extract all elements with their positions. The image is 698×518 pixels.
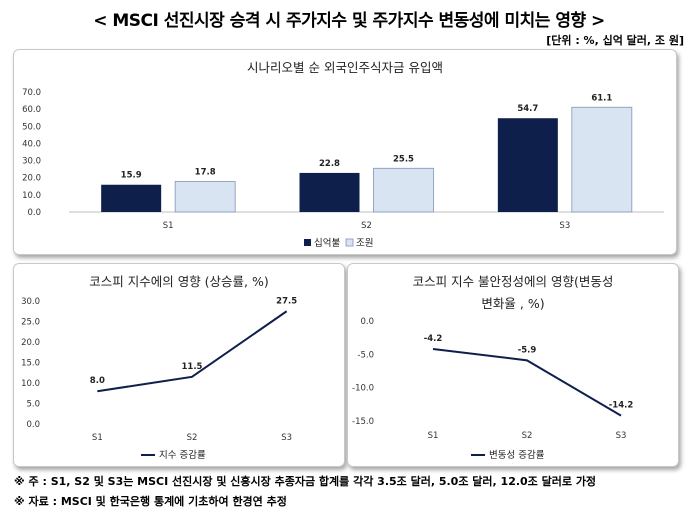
chart-title: 시나리오별 순 외국인주식자금 유입액 (247, 60, 443, 75)
data-label: 11.5 (182, 362, 203, 372)
kospi-index-line-chart: 코스피 지수에의 영향 (상승률, %) 0.0 5.0 10.0 15.0 20.0 25… (21, 274, 297, 461)
bar (299, 172, 360, 212)
legend-swatch (345, 238, 354, 247)
legend-label: 변동성 증감률 (489, 449, 545, 461)
bar (497, 118, 558, 212)
x-tick-label: S1 (163, 221, 174, 231)
x-tick-label: S3 (616, 431, 627, 441)
y-tick-label: 20.0 (22, 174, 41, 184)
unit-label: [단위 : %, 십억 달러, 조 원] (546, 34, 684, 47)
data-label: 22.8 (319, 159, 340, 169)
y-tick-label: 25.0 (21, 318, 40, 328)
data-label: 61.1 (591, 93, 612, 103)
footnote-assumption: ※ 주 : S1, S2 및 S3는 MSCI 선진시장 및 신흥시장 추종자금… (14, 475, 597, 488)
data-label: -4.2 (424, 334, 443, 344)
y-tick-label: -5.0 (357, 350, 374, 360)
y-tick-label: 5.0 (26, 400, 40, 410)
legend-label: 십억불 (314, 237, 340, 249)
x-tick-label: S3 (559, 221, 570, 231)
y-tick-label: 50.0 (22, 122, 41, 132)
y-tick-label: 15.0 (21, 359, 40, 369)
bar (101, 184, 162, 212)
page-title: < MSCI 선진시장 승격 시 주가지수 및 주가지수 변동성에 미치는 영향… (93, 11, 605, 31)
data-label: 15.9 (121, 171, 142, 181)
kospi-index-chart-panel: 코스피 지수에의 영향 (상승률, %) 0.0 5.0 10.0 15.0 20.0 25… (13, 263, 345, 467)
data-label: 8.0 (90, 376, 105, 386)
x-tick-label: S2 (361, 221, 372, 231)
y-tick-label: 0.0 (26, 420, 40, 430)
chart-title: 변화율 , %) (481, 296, 544, 311)
y-tick-label: 10.0 (22, 191, 41, 201)
chart-title: 코스피 지수에의 영향 (상승률, %) (89, 274, 269, 289)
y-tick-label: -15.0 (352, 417, 374, 427)
data-label: 17.8 (195, 167, 216, 177)
y-tick-label: 60.0 (22, 105, 41, 115)
series-line (432, 348, 622, 417)
y-tick-label: 20.0 (21, 338, 40, 348)
x-tick-label: S2 (522, 431, 533, 441)
y-tick-label: 30.0 (22, 157, 41, 167)
data-label: 54.7 (517, 104, 538, 114)
y-tick-label: -10.0 (352, 384, 374, 394)
y-tick-label: 40.0 (22, 139, 41, 149)
legend-label: 지수 증감률 (159, 449, 206, 461)
x-tick-label: S3 (281, 433, 292, 443)
data-label: 25.5 (393, 154, 414, 164)
x-tick-label: S2 (187, 433, 198, 443)
chart-title: 코스피 지수 불안정성에의 영향(변동성 (413, 274, 614, 289)
y-tick-label: 30.0 (21, 297, 40, 307)
x-tick-label: S1 (92, 433, 103, 443)
bar (373, 167, 434, 213)
y-tick-label: 0.0 (360, 317, 374, 327)
data-label: 27.5 (276, 296, 297, 306)
data-label: -5.9 (518, 345, 537, 355)
bar-chart: 시나리오별 순 외국인주식자금 유입액 0.0 10.0 20.0 30.0 40.0 50… (22, 60, 664, 249)
y-tick-label: 0.0 (27, 208, 41, 218)
bar (571, 106, 633, 213)
series-line (97, 310, 288, 393)
y-tick-label: 10.0 (21, 379, 40, 389)
legend-swatch (304, 239, 311, 246)
footnote-source: ※ 자료 : MSCI 및 한국은행 통계에 기초하여 한경연 추정 (14, 495, 287, 508)
bar-chart-panel: 시나리오별 순 외국인주식자금 유입액 0.0 10.0 20.0 30.0 40.0 50… (13, 49, 677, 255)
bar (174, 181, 236, 213)
x-tick-label: S1 (428, 431, 439, 441)
legend-label: 조원 (356, 238, 373, 249)
y-tick-label: 70.0 (22, 88, 41, 98)
data-label: -14.2 (609, 401, 634, 411)
